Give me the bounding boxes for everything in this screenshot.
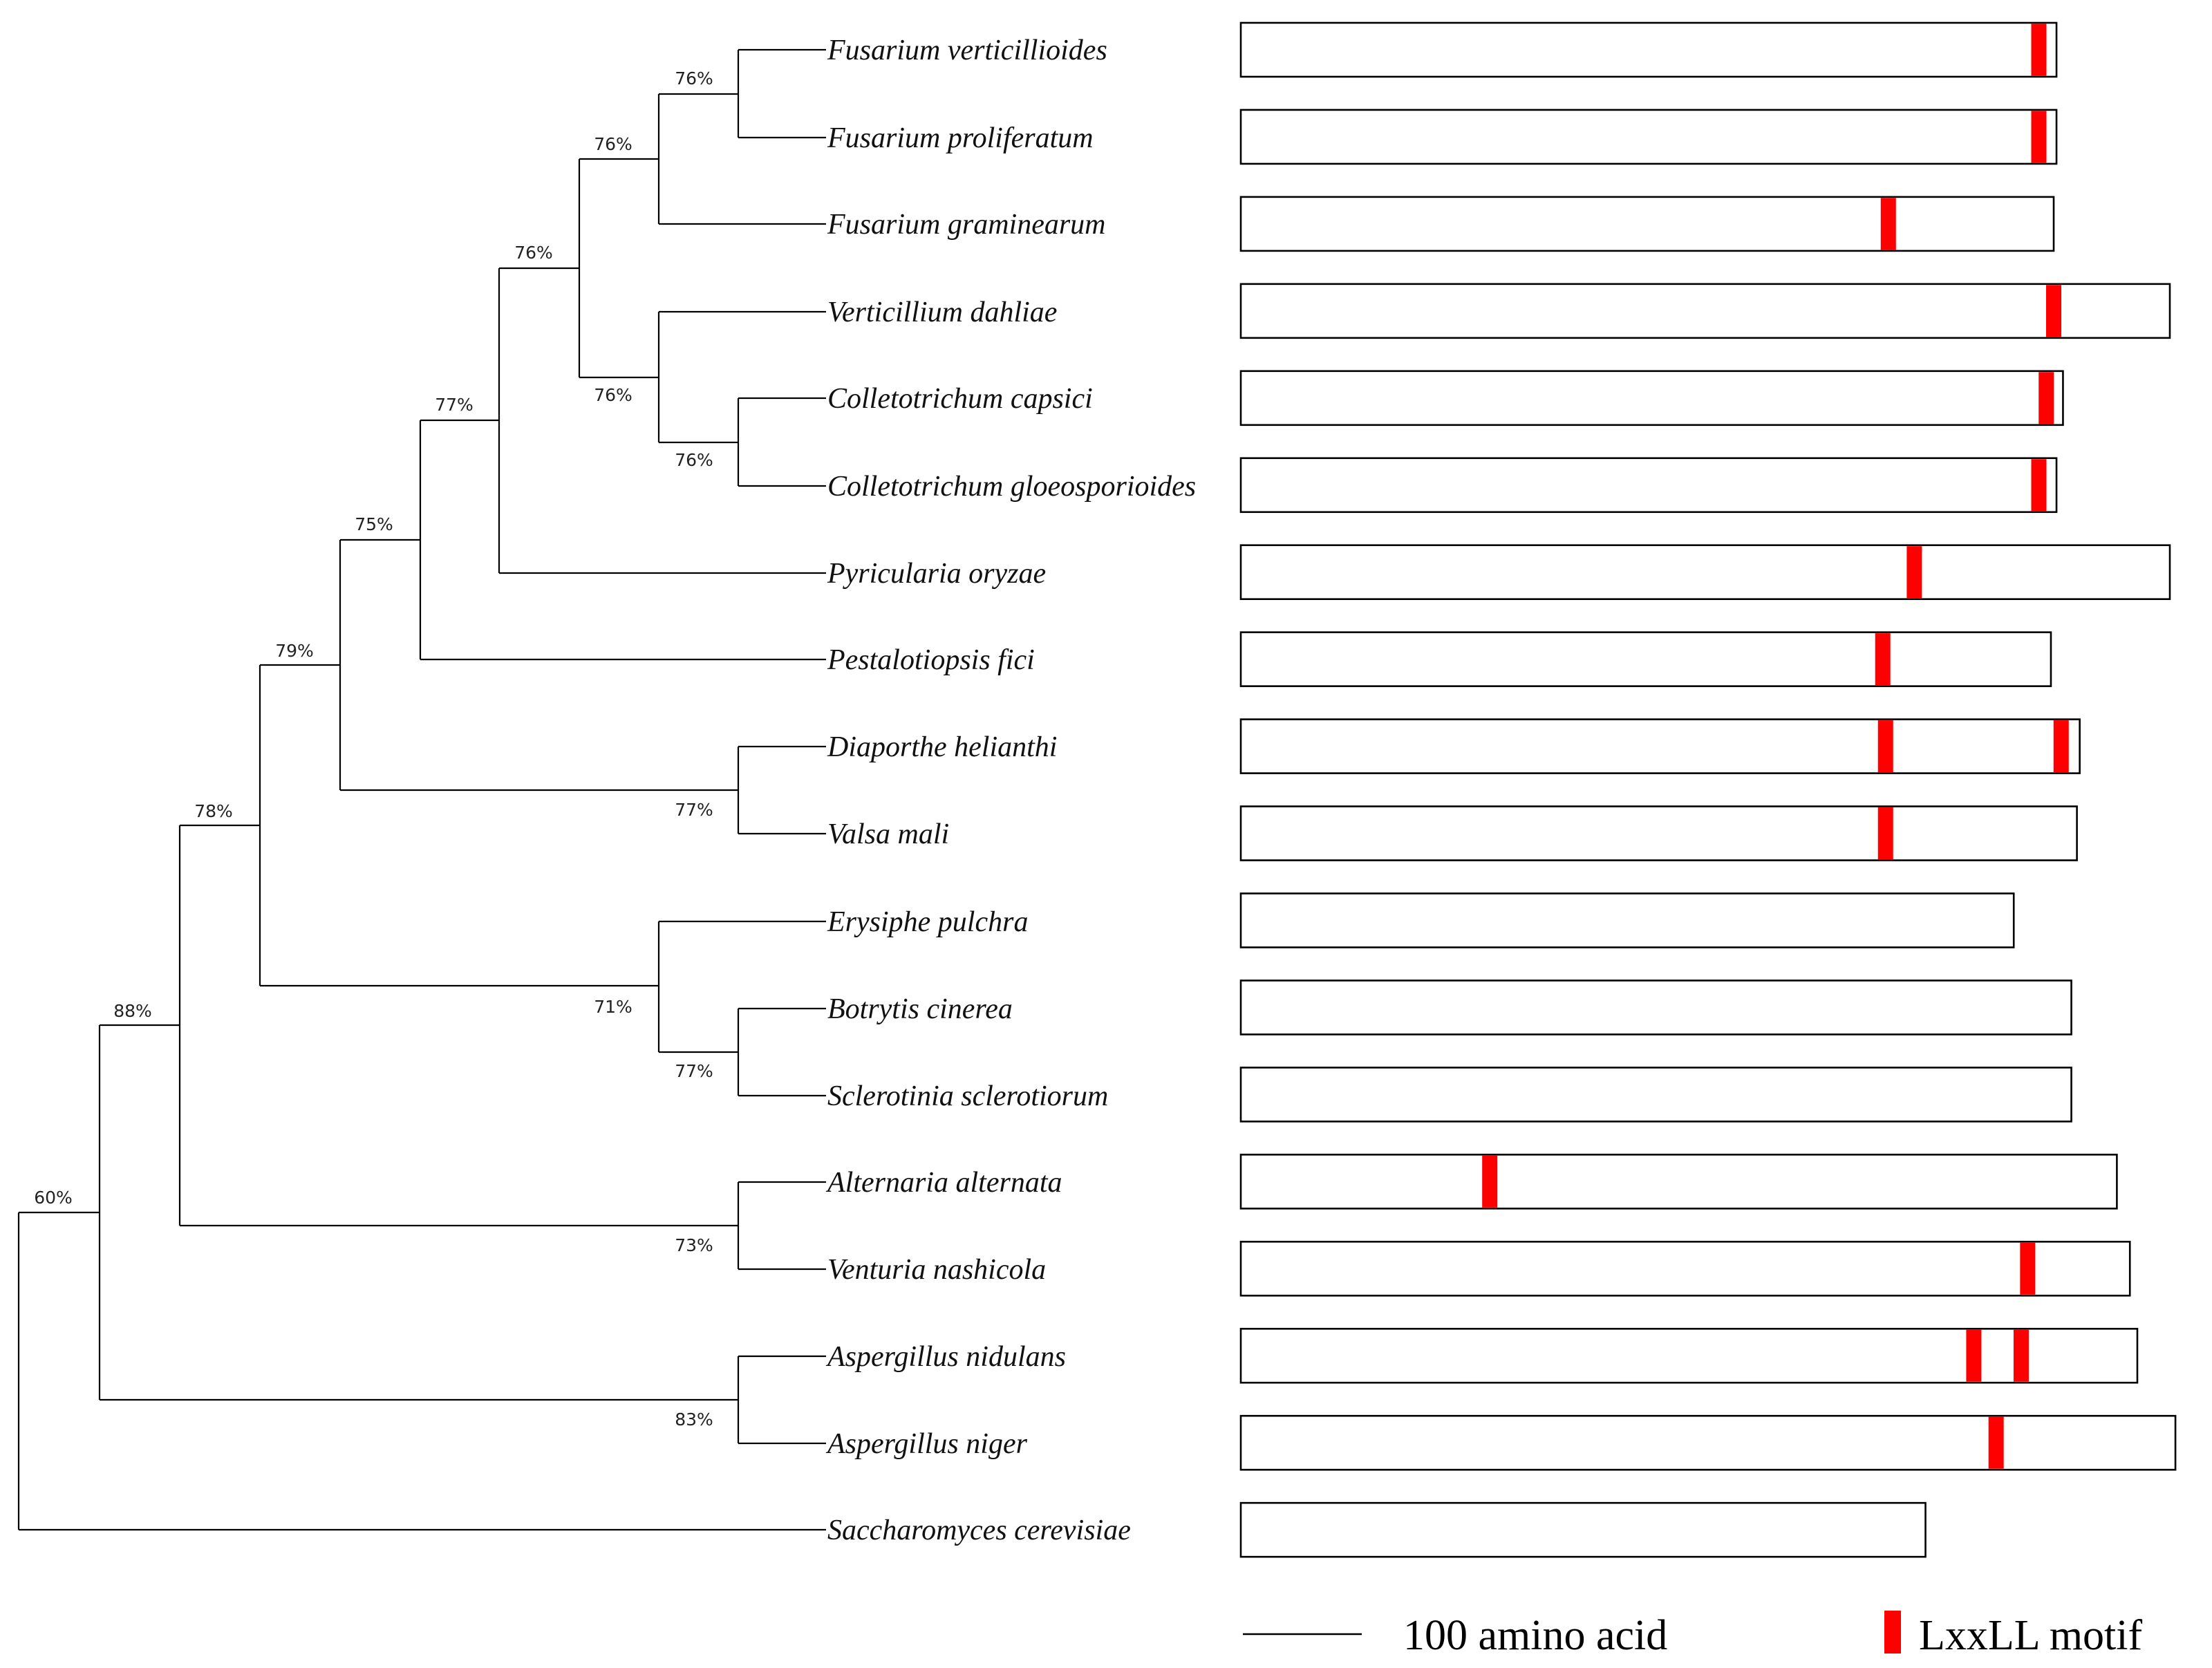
tree-node	[340, 420, 422, 659]
species-label: Botrytis cinerea	[827, 993, 1013, 1025]
tree-node	[19, 1025, 101, 1400]
protein-box	[1239, 544, 2171, 601]
bootstrap-value: 76%	[514, 243, 553, 263]
legend: 100 amino acid LxxLL motif	[1243, 1611, 2142, 1659]
bootstrap-value: 76%	[594, 134, 632, 154]
lxxll-motif	[1880, 198, 1896, 250]
bootstrap-value: 71%	[594, 997, 632, 1017]
protein-box	[1239, 196, 2055, 252]
tree-node	[420, 268, 500, 573]
species-label: Pestalotiopsis fici	[827, 644, 1035, 676]
species-label: Aspergillus nidulans	[825, 1341, 1066, 1373]
lxxll-motif	[2038, 372, 2054, 424]
tree-node	[499, 159, 581, 377]
tree-node	[579, 312, 660, 442]
lxxll-motif	[1988, 1416, 2004, 1469]
protein-box	[1239, 21, 2058, 78]
tree-node	[180, 1182, 740, 1269]
protein-box	[1239, 631, 2052, 687]
tree-node	[100, 1356, 740, 1443]
bootstrap-value: 76%	[675, 68, 713, 88]
lxxll-motif	[1875, 633, 1891, 686]
lxxll-motif	[2031, 111, 2047, 163]
species-label: Colletotrichum gloeosporioides	[827, 471, 1196, 503]
tree-node	[659, 50, 740, 138]
bootstrap-value: 75%	[355, 514, 393, 534]
species-label: Verticillium dahliae	[827, 297, 1057, 328]
lxxll-motif	[2031, 459, 2047, 512]
species-label: Colletotrichum capsici	[827, 383, 1093, 415]
protein-box	[1239, 109, 2058, 165]
scale-label: 100 amino acid	[1403, 1612, 1667, 1659]
protein-box	[1239, 1154, 2118, 1210]
tree-node	[180, 665, 261, 986]
bootstrap-value: 76%	[675, 450, 713, 470]
species-label: Pyricularia oryzae	[827, 558, 1046, 590]
protein-box	[1239, 1501, 1927, 1558]
bootstrap-labels: 76% 76% 76% 76% 76% 77% 75% 77% 79% 71% …	[34, 68, 713, 1430]
species-label: Sclerotinia sclerotiorum	[827, 1080, 1108, 1112]
lxxll-motif	[2020, 1242, 2036, 1295]
bootstrap-value: 78%	[194, 801, 233, 821]
species-labels: Fusarium verticillioides Fusarium prolif…	[825, 35, 1196, 1546]
species-label: Fusarium proliferatum	[827, 122, 1094, 154]
protein-box	[1239, 1241, 2131, 1297]
species-label: Venturia nashicola	[827, 1254, 1046, 1286]
tree-node	[659, 398, 740, 486]
bootstrap-value: 77%	[675, 1061, 713, 1081]
tree-node	[659, 1009, 740, 1096]
bootstrap-value: 76%	[594, 385, 632, 405]
protein-box	[1239, 718, 2081, 774]
protein-box	[1239, 457, 2058, 514]
lxxll-motif	[2053, 720, 2069, 773]
lxxll-motif	[1906, 546, 1922, 599]
bootstrap-value: 73%	[675, 1235, 713, 1255]
motif-legend-swatch	[1884, 1611, 1901, 1653]
lxxll-motif	[2046, 285, 2061, 337]
species-label: Diaporthe helianthi	[827, 731, 1057, 763]
tree-node	[579, 94, 660, 224]
protein-box	[1239, 892, 2015, 948]
tree-node	[100, 825, 181, 1226]
bootstrap-value: 77%	[435, 395, 474, 415]
lxxll-motif	[1877, 807, 1893, 860]
species-label: Valsa mali	[827, 818, 949, 850]
species-label: Alternaria alternata	[825, 1167, 1062, 1199]
tree-node	[260, 540, 341, 790]
species-label: Erysiphe pulchra	[827, 906, 1028, 938]
tree-node	[340, 747, 740, 834]
bootstrap-value: 79%	[275, 641, 314, 661]
protein-box	[1239, 370, 2064, 427]
lxxll-motif	[1482, 1155, 1498, 1208]
protein-schematics	[1239, 21, 2177, 1558]
bootstrap-value: 83%	[675, 1409, 713, 1430]
protein-box	[1239, 1414, 2177, 1471]
species-label: Fusarium graminearum	[827, 209, 1106, 241]
protein-box	[1239, 283, 2171, 339]
phylogenetic-tree	[17, 48, 826, 1531]
protein-box	[1239, 1067, 2072, 1123]
lxxll-motif	[1966, 1329, 1982, 1382]
bootstrap-value: 60%	[34, 1188, 73, 1208]
lxxll-motif	[2013, 1329, 2029, 1382]
bootstrap-value: 77%	[675, 800, 713, 820]
tree-node	[260, 921, 660, 1052]
protein-box	[1239, 805, 2078, 861]
protein-box	[1239, 980, 2072, 1036]
bootstrap-value: 88%	[113, 1001, 152, 1021]
species-label: Saccharomyces cerevisiae	[827, 1515, 1131, 1546]
lxxll-motif	[1877, 720, 1893, 773]
motif-legend-label: LxxLL motif	[1919, 1612, 2142, 1659]
lxxll-motif	[2031, 24, 2047, 76]
protein-box	[1239, 1327, 2139, 1384]
species-label: Fusarium verticillioides	[827, 35, 1107, 66]
species-label: Aspergillus niger	[825, 1428, 1028, 1460]
